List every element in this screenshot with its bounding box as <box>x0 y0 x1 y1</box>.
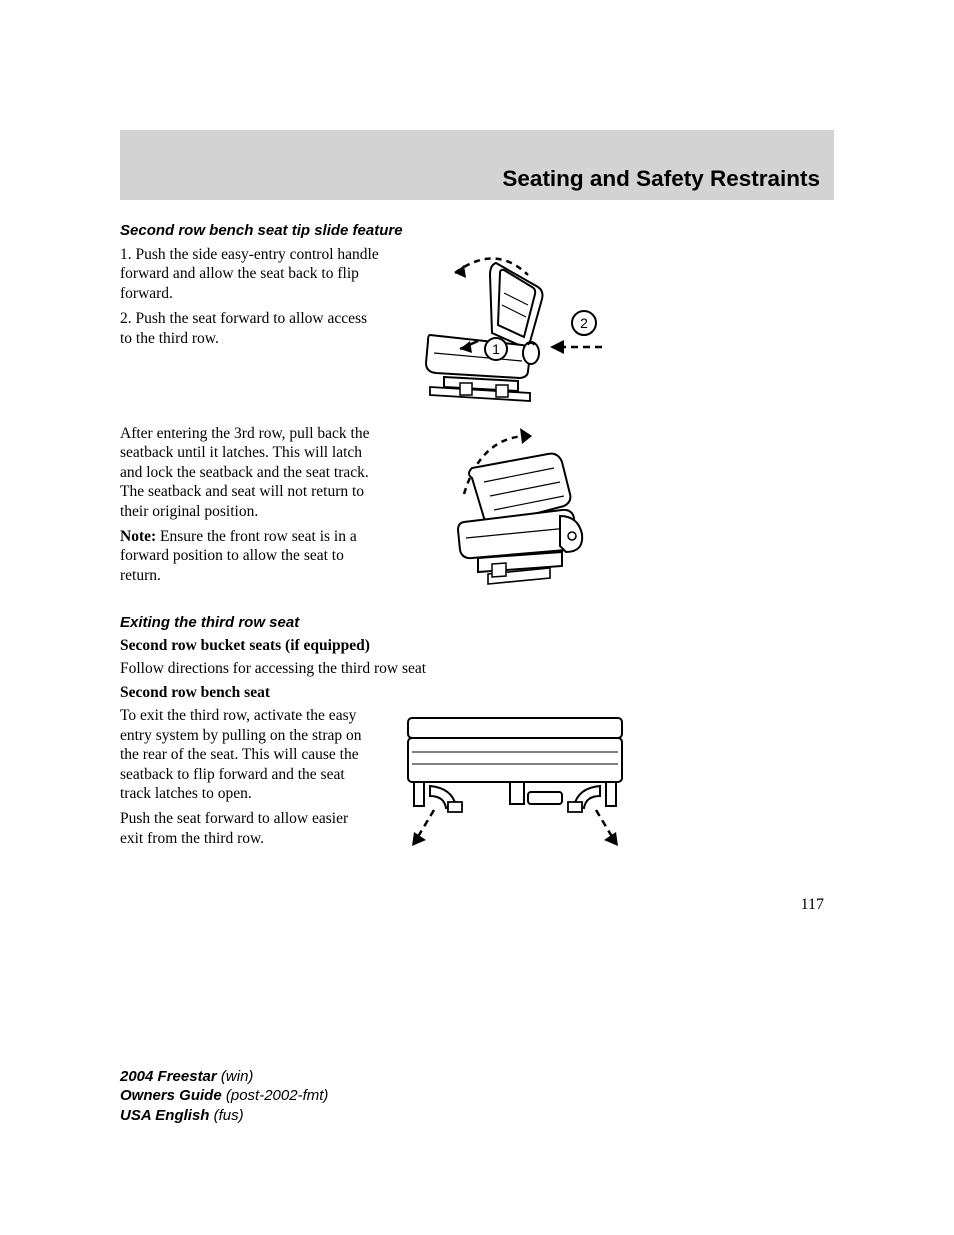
figure1: 1 2 <box>400 245 620 410</box>
note-body: Ensure the front row seat is in a forwar… <box>120 528 357 584</box>
section1-step1: 1. Push the side easy-entry control hand… <box>120 245 380 303</box>
section2-para1: After entering the 3rd row, pull back th… <box>120 424 382 521</box>
seat-rear-strap-diagram <box>390 706 640 866</box>
fig1-label-2: 2 <box>580 315 588 331</box>
page-number: 117 <box>120 896 834 914</box>
seat-tip-slide-diagram: 1 2 <box>400 245 620 410</box>
page: Seating and Safety Restraints Second row… <box>0 0 954 1235</box>
section2-note: Note: Ensure the front row seat is in a … <box>120 527 382 585</box>
section3-sub1-body: Follow directions for accessing the thir… <box>120 659 834 678</box>
chapter-title: Seating and Safety Restraints <box>502 166 820 192</box>
section1-step2: 2. Push the seat forward to allow access… <box>120 309 380 348</box>
section3-heading: Exiting the third row seat <box>120 614 834 631</box>
section3-sub1: Second row bucket seats (if equipped) <box>120 637 834 655</box>
footer-line2: Owners Guide (post-2002-fmt) <box>120 1086 328 1106</box>
section3-sub2: Second row bench seat <box>120 684 834 702</box>
fig1-label-1: 1 <box>492 341 500 357</box>
section2-row: After entering the 3rd row, pull back th… <box>120 424 834 594</box>
section1-heading: Second row bench seat tip slide feature <box>120 222 834 239</box>
figure3 <box>390 706 640 866</box>
figure2 <box>402 424 612 594</box>
footer-line3: USA English (fus) <box>120 1106 328 1126</box>
section3-row: To exit the third row, activate the easy… <box>120 706 834 866</box>
note-label: Note: <box>120 528 156 545</box>
section3-sub2-p2: Push the seat forward to allow easier ex… <box>120 809 370 848</box>
section1-row: 1. Push the side easy-entry control hand… <box>120 245 834 410</box>
section2-text: After entering the 3rd row, pull back th… <box>120 424 382 594</box>
seat-return-diagram <box>422 424 612 594</box>
header-band: Seating and Safety Restraints <box>120 130 834 200</box>
footer-line1: 2004 Freestar (win) <box>120 1067 328 1087</box>
footer: 2004 Freestar (win) Owners Guide (post-2… <box>120 1067 328 1126</box>
section3-sub2-p1: To exit the third row, activate the easy… <box>120 706 370 803</box>
section3-text: To exit the third row, activate the easy… <box>120 706 370 866</box>
section1-text: 1. Push the side easy-entry control hand… <box>120 245 380 410</box>
